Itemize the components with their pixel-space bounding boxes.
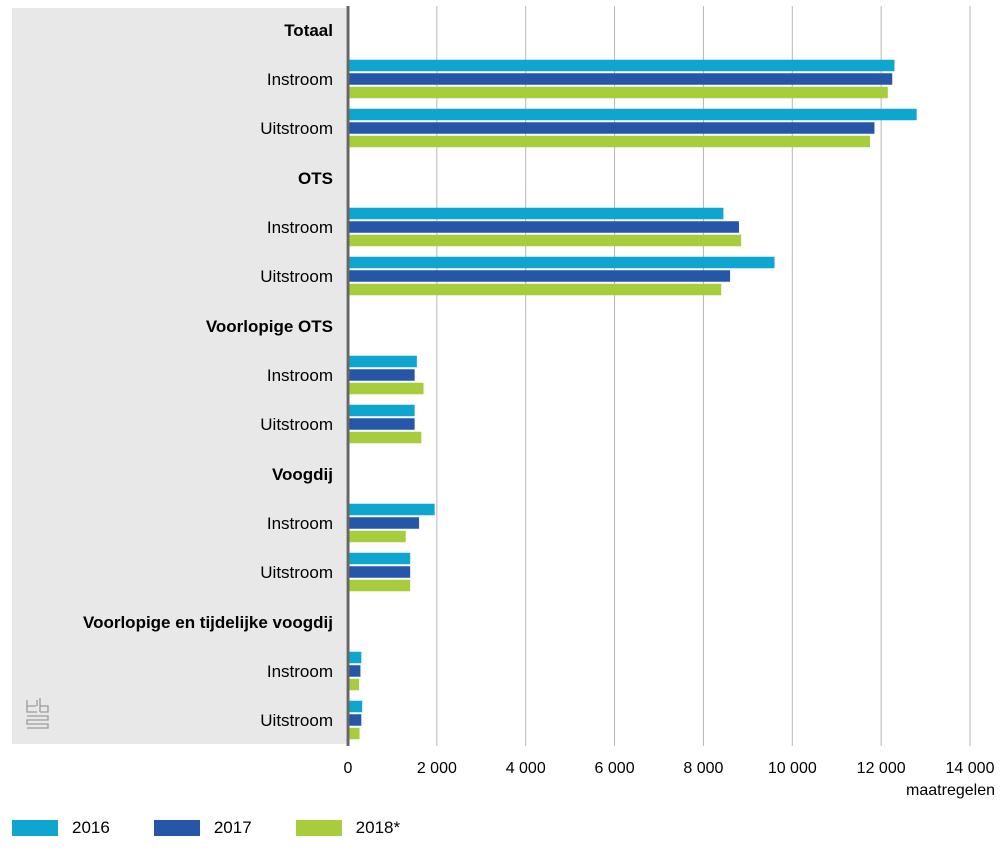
cbs-logo-icon xyxy=(26,698,49,729)
bar-2017 xyxy=(348,221,739,233)
bar-2017 xyxy=(348,665,361,677)
bar-2017 xyxy=(348,714,362,726)
bars xyxy=(348,59,917,740)
bar-2016 xyxy=(348,59,895,72)
x-tick-label: 2 000 xyxy=(417,760,457,777)
bar-2016 xyxy=(348,651,362,664)
bar-2018 xyxy=(348,579,411,592)
bar-2018 xyxy=(348,234,742,247)
bar-2016 xyxy=(348,404,415,417)
bar-2017 xyxy=(348,418,415,430)
x-tick-label: 14 000 xyxy=(946,760,995,777)
bar-2016 xyxy=(348,256,775,269)
category-panel-background xyxy=(12,8,346,744)
bar-2018 xyxy=(348,431,422,444)
bar-2018 xyxy=(348,283,722,296)
category-labels: Totaal Instroom Uitstroom OTS Instroom Uitstr… xyxy=(83,21,333,730)
legend-swatch xyxy=(295,820,342,836)
legend-item: 2018* xyxy=(295,818,401,838)
x-tick-label: 4 000 xyxy=(506,760,546,777)
bar-2017 xyxy=(348,122,875,134)
x-tick-label: 6 000 xyxy=(595,760,635,777)
x-tick-label: 12 000 xyxy=(857,760,906,777)
legend-swatch xyxy=(12,820,58,836)
bar-2017 xyxy=(348,73,893,85)
row-label: Uitstroom xyxy=(260,415,333,434)
bar-2016 xyxy=(348,355,417,368)
bar-2016 xyxy=(348,700,363,713)
bar-2016 xyxy=(348,552,411,565)
bar-2018 xyxy=(348,530,406,543)
x-axis-label: maatregelen xyxy=(906,782,995,799)
bar-chart: Totaal Instroom Uitstroom OTS Instroom Uitstr… xyxy=(12,6,995,799)
bar-2018 xyxy=(348,678,360,691)
x-tick-label: 0 xyxy=(344,760,353,777)
bar-2017 xyxy=(348,566,411,578)
group-label: Voogdij xyxy=(272,465,333,484)
group-label: Voorlopige en tijdelijke voogdij xyxy=(83,613,333,632)
row-label: Uitstroom xyxy=(260,119,333,138)
legend-item: 2016 xyxy=(12,818,110,838)
row-label: Uitstroom xyxy=(260,267,333,286)
row-label: Instroom xyxy=(267,662,333,681)
row-label: Uitstroom xyxy=(260,563,333,582)
row-label: Uitstroom xyxy=(260,711,333,730)
bar-2017 xyxy=(348,517,420,529)
row-label: Instroom xyxy=(267,218,333,237)
group-label: Totaal xyxy=(284,21,333,40)
bar-2018 xyxy=(348,86,888,99)
bar-2018 xyxy=(348,727,360,740)
legend: 2016 2017 2018* xyxy=(12,808,444,848)
bar-2017 xyxy=(348,369,415,381)
x-tick-label: 8 000 xyxy=(683,760,723,777)
bar-2016 xyxy=(348,207,724,220)
row-label: Instroom xyxy=(267,70,333,89)
bar-2018 xyxy=(348,382,424,395)
bar-2018 xyxy=(348,135,871,148)
x-tick-label: 10 000 xyxy=(768,760,817,777)
bar-2017 xyxy=(348,270,731,282)
x-tick-labels: 0 2 000 4 000 6 000 8 000 10 000 12 000 14 000 xyxy=(344,760,995,777)
group-label: OTS xyxy=(298,169,333,188)
row-label: Instroom xyxy=(267,514,333,533)
legend-item: 2017 xyxy=(153,818,252,838)
legend-label: 2016 xyxy=(72,818,110,837)
bar-2016 xyxy=(348,503,435,516)
bar-2016 xyxy=(348,108,917,121)
group-label: Voorlopige OTS xyxy=(206,317,333,336)
legend-swatch xyxy=(153,820,200,836)
legend-label: 2018* xyxy=(355,818,401,837)
legend-label: 2017 xyxy=(213,818,252,837)
row-label: Instroom xyxy=(267,366,333,385)
